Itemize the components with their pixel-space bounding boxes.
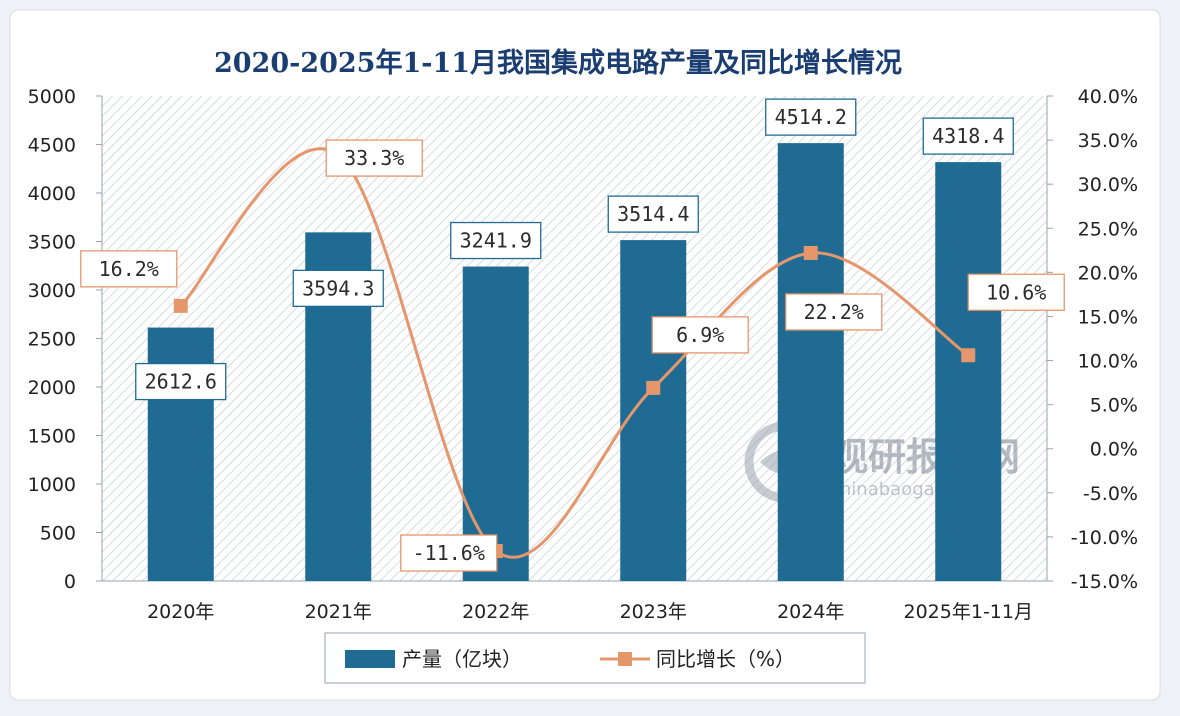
growth-value-label-box xyxy=(967,273,1065,311)
growth-value-label-box xyxy=(325,139,423,177)
growth-value-label-text: -11.6% xyxy=(413,541,485,565)
x-tick-label: 2020年 xyxy=(147,601,214,623)
growth-value-label: 6.9% xyxy=(651,316,749,354)
legend-bar-swatch xyxy=(345,650,395,668)
y-left-tick-label: 0 xyxy=(64,571,76,593)
growth-value-label-text: 33.3% xyxy=(344,146,404,170)
y-left-tick-label: 4000 xyxy=(28,183,76,205)
y-right-tick-label: 35.0% xyxy=(1078,130,1138,152)
y-right-tick-label: 5.0% xyxy=(1090,395,1138,417)
y-left-tick-label: 1500 xyxy=(28,426,76,448)
bar xyxy=(620,240,687,581)
x-tick-label: 2023年 xyxy=(620,601,687,623)
y-right-tick-label: 0.0% xyxy=(1090,439,1138,461)
bar-value-label: 3514.4 xyxy=(607,195,699,233)
line-point xyxy=(173,298,188,313)
chart-title: 2020-2025年1-11月我国集成电路产量及同比增长情况 xyxy=(214,47,902,79)
line-point xyxy=(803,245,818,260)
x-tick-label: 2021年 xyxy=(305,601,372,623)
y-left-tick-label: 2000 xyxy=(28,377,76,399)
data-labels: 2612.6 3594.3 3241.9 3514.4 4514.2 4318.4 16.2… xyxy=(80,98,1065,572)
legend-line-label: 同比增长（%） xyxy=(656,647,795,671)
bar-value-label-box xyxy=(450,221,542,260)
legend-box xyxy=(324,632,866,684)
y-left-tick-label: 5000 xyxy=(28,86,76,108)
growth-value-label-box xyxy=(400,534,498,572)
x-tick-label: 2025年1-11月 xyxy=(904,601,1033,623)
bar-value-label-text: 3594.3 xyxy=(302,276,374,300)
bar xyxy=(462,266,529,581)
plot-area xyxy=(102,96,1047,581)
growth-value-label-text: 16.2% xyxy=(99,257,159,281)
y-left-tick-label: 4500 xyxy=(28,135,76,157)
growth-value-label-box xyxy=(785,293,883,331)
y-right-tick-label: 40.0% xyxy=(1078,86,1138,108)
bar-value-label-box xyxy=(135,362,227,401)
bar-value-label: 3594.3 xyxy=(292,269,384,308)
legend-bar-label: 产量（亿块） xyxy=(402,647,522,671)
legend-line-marker xyxy=(618,652,632,666)
line-point xyxy=(961,348,976,363)
x-axis: 2020年 2021年 2022年 2023年 2024年 2025年1-11月 xyxy=(102,580,1047,623)
growth-value-label: 10.6% xyxy=(967,273,1065,311)
y-right-tick-label: -15.0% xyxy=(1071,571,1138,593)
y-left-tick-label: 1000 xyxy=(28,474,76,496)
line-point xyxy=(646,380,661,395)
bar-value-label-text: 3241.9 xyxy=(460,229,532,253)
y-right-tick-label: 10.0% xyxy=(1078,351,1138,373)
bar-value-label-box xyxy=(292,269,384,308)
y-right-tick-label: -5.0% xyxy=(1083,483,1138,505)
y-right-tick-label: -10.0% xyxy=(1071,527,1138,549)
bar-value-label-text: 4514.2 xyxy=(775,105,847,129)
bar-value-label-box xyxy=(607,195,699,233)
y-left-tick-label: 3000 xyxy=(28,280,76,302)
growth-value-label: 33.3% xyxy=(325,139,423,177)
y-right-tick-label: 20.0% xyxy=(1078,262,1138,284)
growth-value-label-box xyxy=(80,250,178,288)
bar-value-label-text: 4318.4 xyxy=(932,124,1004,148)
y-left-tick-label: 2500 xyxy=(28,329,76,351)
growth-value-label-text: 10.6% xyxy=(986,280,1046,304)
legend: 产量（亿块） 同比增长（%） xyxy=(324,632,866,684)
bar-value-label: 3241.9 xyxy=(450,221,542,260)
growth-value-label: 22.2% xyxy=(785,293,883,331)
bar xyxy=(777,143,844,581)
bar-series xyxy=(147,143,1002,581)
y-axis-right: -15.0% -10.0% -5.0% 0.0% 5.0% 10.0% 15.0% 20.0%… xyxy=(1046,86,1138,593)
y-left-tick-label: 500 xyxy=(40,523,76,545)
bar-value-label-box xyxy=(765,98,857,136)
bar-value-label: 4514.2 xyxy=(765,98,857,136)
growth-value-label-text: 22.2% xyxy=(804,300,864,324)
bar-value-label-text: 2612.6 xyxy=(145,370,217,394)
growth-value-label-box xyxy=(651,316,749,354)
bar xyxy=(935,162,1002,581)
growth-value-label: -11.6% xyxy=(400,534,498,572)
bar-value-label: 4318.4 xyxy=(922,117,1014,155)
y-right-tick-label: 25.0% xyxy=(1078,218,1138,240)
y-left-tick-label: 3500 xyxy=(28,232,76,254)
growth-value-label: 16.2% xyxy=(80,250,178,288)
bar-value-label-box xyxy=(922,117,1014,155)
bar-value-label: 2612.6 xyxy=(135,362,227,401)
y-axis-left: 0 500 1000 1500 2000 2500 3000 3500 4000 4500 5000 xyxy=(28,86,103,593)
x-tick-label: 2024年 xyxy=(777,601,844,623)
y-right-tick-label: 30.0% xyxy=(1078,174,1138,196)
y-right-tick-label: 15.0% xyxy=(1078,306,1138,328)
bar-value-label-text: 3514.4 xyxy=(617,202,689,226)
x-tick-label: 2022年 xyxy=(462,601,529,623)
growth-value-label-text: 6.9% xyxy=(676,323,724,347)
